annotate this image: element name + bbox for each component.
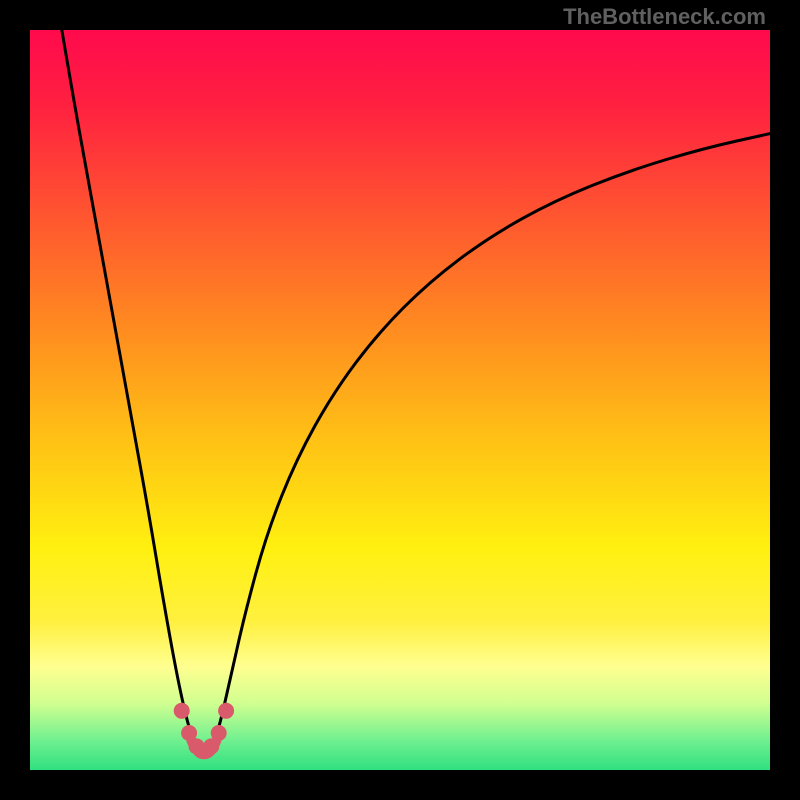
bottleneck-curve bbox=[62, 30, 770, 751]
dip-marker bbox=[174, 703, 190, 719]
watermark-text: TheBottleneck.com bbox=[563, 4, 766, 30]
dip-marker bbox=[189, 738, 205, 754]
dip-marker bbox=[211, 725, 227, 741]
dip-marker bbox=[218, 703, 234, 719]
curve-layer bbox=[30, 30, 770, 770]
plot-area bbox=[30, 30, 770, 770]
chart-stage: TheBottleneck.com bbox=[0, 0, 800, 800]
